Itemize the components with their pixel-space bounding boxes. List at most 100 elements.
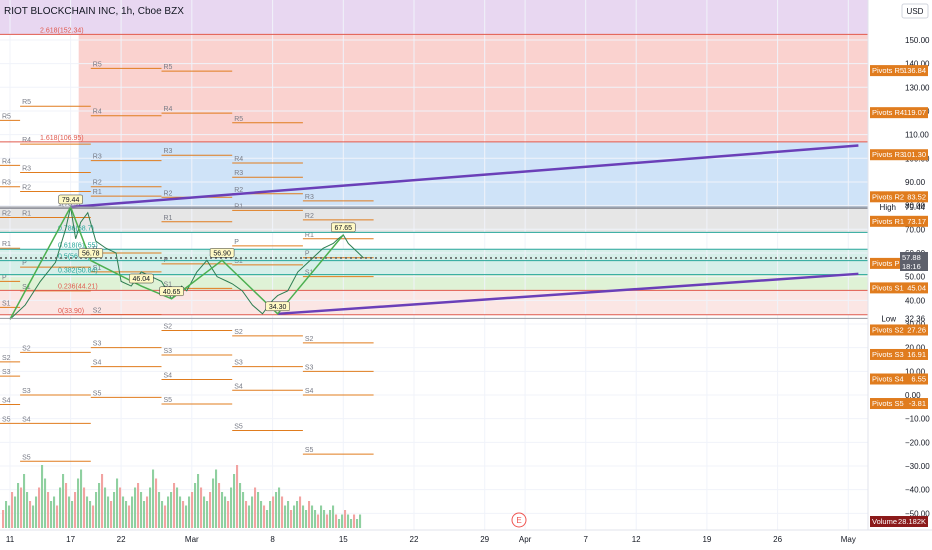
grid-lines: [0, 0, 868, 530]
pivot-label: R2: [93, 180, 102, 187]
pivot-tag-label: Pivots R2: [872, 192, 904, 201]
volume-bar: [122, 496, 125, 528]
pivot-label: S5: [305, 447, 314, 454]
volume-bar: [107, 496, 110, 528]
currency-label: USD: [907, 7, 924, 16]
volume-bar: [212, 478, 215, 528]
volume-bar: [2, 510, 5, 528]
volume-bar: [278, 487, 281, 528]
pivot-label: S1: [93, 265, 102, 272]
swing-label-box: [159, 286, 184, 297]
pivot-label: S1: [234, 258, 243, 265]
volume-bar: [317, 514, 320, 528]
trendline[interactable]: [277, 272, 859, 316]
volume-bar: [38, 487, 41, 528]
time-tick-label: 8: [270, 535, 275, 544]
fib-label: 0.618(61.55): [58, 242, 98, 249]
volume-bar: [263, 505, 266, 528]
volume-tag-value: 28.182K: [898, 517, 926, 526]
volume-bar: [125, 501, 128, 528]
volume-bar: [71, 501, 74, 528]
volume-bar: [239, 483, 242, 528]
volume-bar: [320, 505, 323, 528]
volume-bar: [188, 496, 191, 528]
volume-bar: [350, 519, 353, 528]
pivot-label: S3: [2, 369, 11, 376]
volume-bar: [230, 487, 233, 528]
volume-bar: [56, 505, 59, 528]
volume-bar: [224, 496, 227, 528]
volume-bar: [281, 496, 284, 528]
price-tick-label: 50.00: [905, 273, 926, 282]
pivot-tag-label: Pivots P: [872, 259, 900, 268]
time-tick-label: 12: [632, 535, 641, 544]
time-axis-ticks: 11 17 22 Mar 8 15 22 29 Apr 7 12 19 26 May: [6, 535, 856, 544]
volume-bar: [20, 487, 23, 528]
pivot-label: P: [22, 260, 27, 267]
currency-button[interactable]: [901, 3, 929, 19]
volume-bar: [341, 514, 344, 528]
fib-label: 1(78.9): [58, 201, 80, 208]
volume-bar: [14, 496, 17, 528]
pivot-label: R3: [164, 148, 173, 155]
zone-1-0786: [0, 208, 868, 233]
pivot-tag: [870, 107, 928, 119]
fib-label: 0(33.90): [58, 308, 84, 315]
volume-bar: [8, 505, 11, 528]
pivot-label: S1: [305, 270, 314, 277]
trendlines[interactable]: [70, 144, 859, 316]
zone-above-2618: [0, 0, 868, 35]
pivot-label: S3: [305, 364, 314, 371]
volume-bar: [158, 492, 161, 528]
pivot-label: S4: [164, 372, 173, 379]
earnings-marker[interactable]: [511, 512, 527, 528]
volume-bar: [326, 514, 329, 528]
pivot-label: S4: [22, 416, 31, 423]
pivot-label: R1: [305, 232, 314, 239]
trendline[interactable]: [70, 144, 859, 209]
time-tick-label: 29: [480, 535, 489, 544]
pivot-label: P: [2, 274, 7, 281]
volume-bar: [209, 492, 212, 528]
volume-bar: [332, 505, 335, 528]
swing-label: 46.04: [133, 276, 151, 283]
volume-bar: [50, 501, 53, 528]
pivot-label: S5: [164, 397, 173, 404]
pivot-label: S5: [234, 424, 243, 431]
last-price-tag: [900, 251, 928, 271]
price-tick-label: 80.00: [905, 202, 926, 211]
volume-bar: [137, 483, 140, 528]
pivot-tag-value: 73.17: [907, 217, 926, 226]
pivot-label: R2: [22, 184, 31, 191]
volume-bar: [113, 492, 116, 528]
volume-bar: [356, 519, 359, 528]
volume-bar: [89, 501, 92, 528]
time-axis[interactable]: [0, 530, 932, 550]
swing-label-box: [58, 194, 83, 205]
volume-bar: [218, 483, 221, 528]
pivot-label: R2: [2, 210, 11, 217]
pivot-tag: [870, 373, 928, 385]
pivot-label: P: [305, 251, 310, 258]
volume-bar: [200, 487, 203, 528]
price-tick-label: 110.00: [905, 131, 929, 140]
volume-bar: [194, 483, 197, 528]
pivot-tag-value: -3.81: [909, 399, 926, 408]
countdown-value: 18:16: [902, 262, 921, 271]
pivot-tag: [870, 215, 928, 227]
pivot-label: R4: [2, 158, 11, 165]
pivot-tag: [870, 257, 928, 269]
time-tick-label: 7: [583, 535, 588, 544]
volume-bar: [53, 496, 56, 528]
pivot-label: S2: [305, 336, 314, 343]
price-tick-label: 10.00: [905, 367, 926, 376]
swing-label: 56.90: [213, 250, 231, 257]
volume-bar: [119, 487, 122, 528]
price-tick-label: 90.00: [905, 178, 926, 187]
volume-bar: [275, 492, 278, 528]
volume-bar: [314, 510, 317, 528]
volume-bar: [272, 496, 275, 528]
volume-bar: [110, 501, 113, 528]
pivot-label: R2: [234, 187, 243, 194]
